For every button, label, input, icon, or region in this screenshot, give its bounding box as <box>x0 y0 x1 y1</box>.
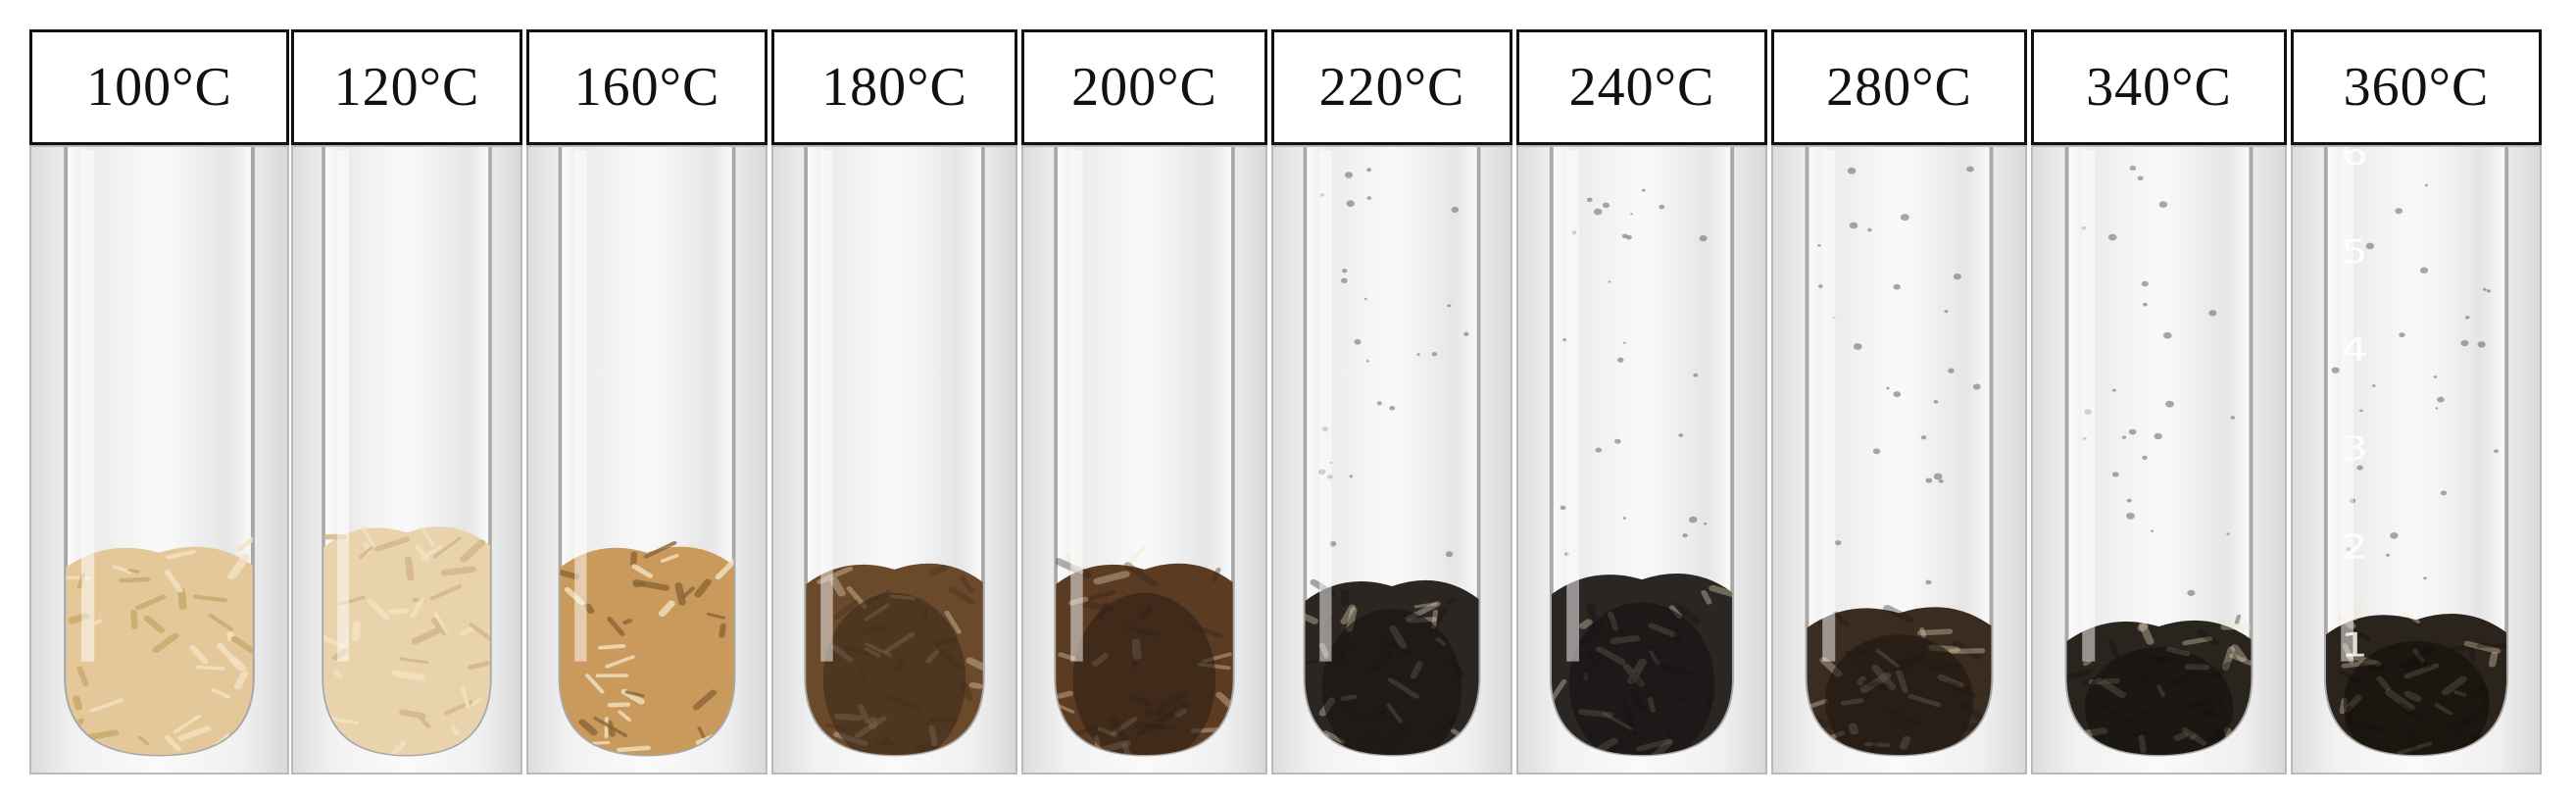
temperature-label: 220°C <box>1318 57 1465 118</box>
temperature-label: 340°C <box>2086 57 2232 118</box>
temperature-label-box: 360°C <box>2291 29 2542 145</box>
temperature-label: 120°C <box>333 57 480 118</box>
tube-scale-mark: 1 <box>2341 626 2368 665</box>
sample-panel: 220°C <box>1271 29 1512 774</box>
temperature-label: 180°C <box>821 57 967 118</box>
temperature-label: 100°C <box>86 57 232 118</box>
temperature-label-box: 180°C <box>771 29 1017 145</box>
sample-panel: 100°C <box>29 29 289 774</box>
tube-scale-mark: 4 <box>2341 331 2368 370</box>
biomass-sample <box>323 526 490 755</box>
test-tube-photo <box>1271 145 1512 774</box>
biomass-sample <box>1807 605 1992 755</box>
sample-panel: 120°C <box>291 29 522 774</box>
test-tube-photo <box>526 145 768 774</box>
tube-scale-mark: 5 <box>2341 233 2368 272</box>
test-tube-photo <box>291 145 522 774</box>
temperature-label-box: 220°C <box>1271 29 1512 145</box>
test-tube-drawing <box>558 145 736 757</box>
temperature-label: 280°C <box>1826 57 1972 118</box>
temperature-label-box: 340°C <box>2031 29 2287 145</box>
test-tube-photo <box>29 145 289 774</box>
sample-panel: 340°C <box>2031 29 2287 774</box>
temperature-label-box: 200°C <box>1021 29 1267 145</box>
biomass-sample <box>2066 614 2252 755</box>
tube-scale-mark: 6 <box>2341 145 2368 174</box>
test-tube-photo <box>1516 145 1767 774</box>
biomass-sample <box>1305 578 1479 755</box>
test-tube-photo: 6 5 4 3 2 1 <box>2291 145 2542 774</box>
biomass-sample <box>806 563 983 755</box>
sample-panel: 160°C <box>526 29 768 774</box>
temperature-label: 360°C <box>2343 57 2490 118</box>
test-tube-photo <box>2031 145 2287 774</box>
test-tube-drawing <box>1549 145 1735 757</box>
temperature-label-box: 240°C <box>1516 29 1767 145</box>
test-tube-drawing <box>322 145 492 757</box>
sample-panel: 6 5 4 3 2 1 360°C <box>2291 29 2542 774</box>
test-tube-drawing <box>1303 145 1481 757</box>
biomass-sample <box>1551 574 1733 755</box>
temperature-label-box: 120°C <box>291 29 522 145</box>
temperature-label-box: 100°C <box>29 29 289 145</box>
test-tube-drawing <box>804 145 985 757</box>
temperature-label: 200°C <box>1071 57 1217 118</box>
test-tube-drawing <box>1054 145 1235 757</box>
sample-panel: 200°C <box>1021 29 1267 774</box>
temperature-label-box: 280°C <box>1771 29 2027 145</box>
test-tube-drawing <box>64 145 255 757</box>
test-tube-photo <box>1021 145 1267 774</box>
biomass-sample <box>560 540 734 755</box>
temperature-label-box: 160°C <box>526 29 768 145</box>
tube-scale-mark: 3 <box>2341 429 2368 468</box>
test-tube-photo <box>771 145 1017 774</box>
test-tube-drawing <box>1805 145 1994 757</box>
test-tube-photo <box>1771 145 2027 774</box>
biomass-sample <box>1056 544 1233 755</box>
sample-panel: 280°C <box>1771 29 2027 774</box>
temperature-label: 240°C <box>1568 57 1715 118</box>
tube-scale-mark: 2 <box>2341 528 2368 567</box>
sample-panel: 240°C <box>1516 29 1767 774</box>
sample-panel: 180°C <box>771 29 1017 774</box>
test-tube-drawing: 6 5 4 3 2 1 <box>2323 145 2509 757</box>
temperature-label: 160°C <box>573 57 720 118</box>
test-tube-drawing <box>2064 145 2254 757</box>
biomass-sample <box>2325 597 2507 755</box>
